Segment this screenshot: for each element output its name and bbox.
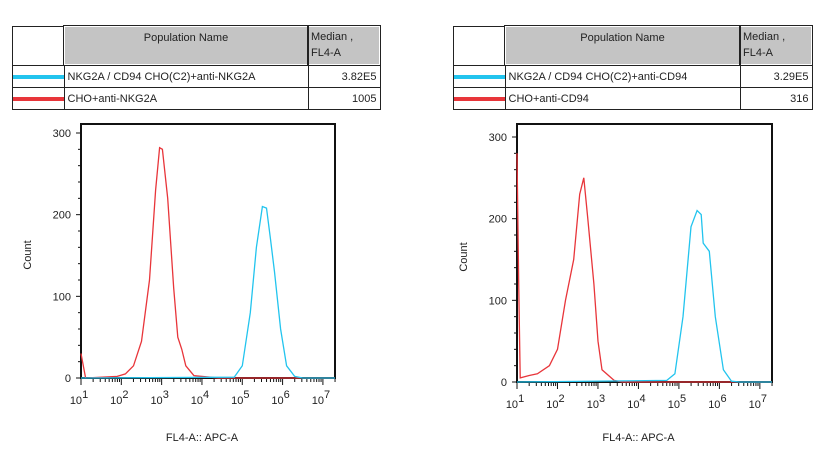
x-tick-label: 102 [110,389,128,407]
population-name: CHO+anti-NKG2A [63,87,309,110]
x-tick-label: 104 [627,393,645,411]
y-axis-label: Count [458,242,470,271]
median-header-l2: FL4-A [311,47,341,59]
series-line-cyan [80,205,335,379]
x-axis-label: FL4-A:: APC-A [602,432,675,444]
legend-swatch-cyan [13,74,64,79]
population-name-header: Population Name [63,25,309,66]
median-value: 316 [739,87,813,110]
x-tick-label: 106 [271,389,289,407]
x-tick-label: 107 [749,393,767,411]
population-name-header: Population Name [504,25,741,66]
legend-swatch-red [454,97,505,101]
x-tick-label: 102 [546,393,564,411]
x-tick-label: 101 [506,393,524,411]
series-line-cyan [516,209,772,383]
histogram-1: 0 100 200 300 101 102 103 104 105 106 107 Count FL4-… [458,123,773,444]
y-tick-label: 0 [65,373,71,385]
median-header-l2: FL4-A [743,47,773,59]
x-tick-label: 106 [708,393,726,411]
swatch-header [12,25,65,66]
x-tick-label: 103 [150,389,168,407]
population-name: CHO+anti-CD94 [504,87,741,110]
population-name: NKG2A / CD94 CHO(C2)+anti-NKG2A [63,64,309,88]
x-axis-label: FL4-A:: APC-A [166,432,239,444]
plot-frame [516,123,773,383]
y-tick-label: 300 [53,128,71,140]
population-table-left: Population Name Median , FL4-A NKG2A / CD… [12,25,381,110]
x-tick-label: 107 [312,389,330,407]
population-table-right: Population Name Median , FL4-A NKG2A / CD… [453,25,813,110]
table-row: NKG2A / CD94 CHO(C2)+anti-NKG2A 3.82E5 [12,64,381,88]
y-tick-label: 200 [53,210,71,222]
table-row: NKG2A / CD94 CHO(C2)+anti-CD94 3.29E5 [453,64,813,88]
series-line-red [80,146,335,379]
table-row: CHO+anti-NKG2A 1005 [12,87,381,110]
x-tick-label: 103 [587,393,605,411]
x-tick-label: 105 [668,393,686,411]
x-tick-label: 101 [70,389,88,407]
population-name: NKG2A / CD94 CHO(C2)+anti-CD94 [504,64,741,88]
plot-frame [80,123,336,379]
y-tick-label: 0 [501,377,507,389]
swatch-header [453,25,506,66]
table-row: CHO+anti-CD94 316 [453,87,813,110]
legend-swatch-cyan [454,74,505,79]
legend-swatch-red [13,97,64,101]
median-value: 1005 [307,87,381,110]
y-axis-label: Count [22,240,34,269]
median-header-l1: Median , [311,31,354,43]
x-tick-label: 104 [191,389,209,407]
x-tick-label: 105 [231,389,249,407]
histogram-0: 0 100 200 300 101 102 103 104 105 106 107 Count FL4-… [22,123,336,444]
median-header: Median , FL4-A [307,25,381,66]
series-line-red [516,153,772,383]
y-tick-label: 200 [489,214,507,226]
y-tick-label: 100 [489,295,507,307]
y-tick-label: 100 [53,291,71,303]
median-header: Median , FL4-A [739,25,813,66]
median-header-l1: Median , [743,31,786,43]
y-tick-label: 300 [489,132,507,144]
